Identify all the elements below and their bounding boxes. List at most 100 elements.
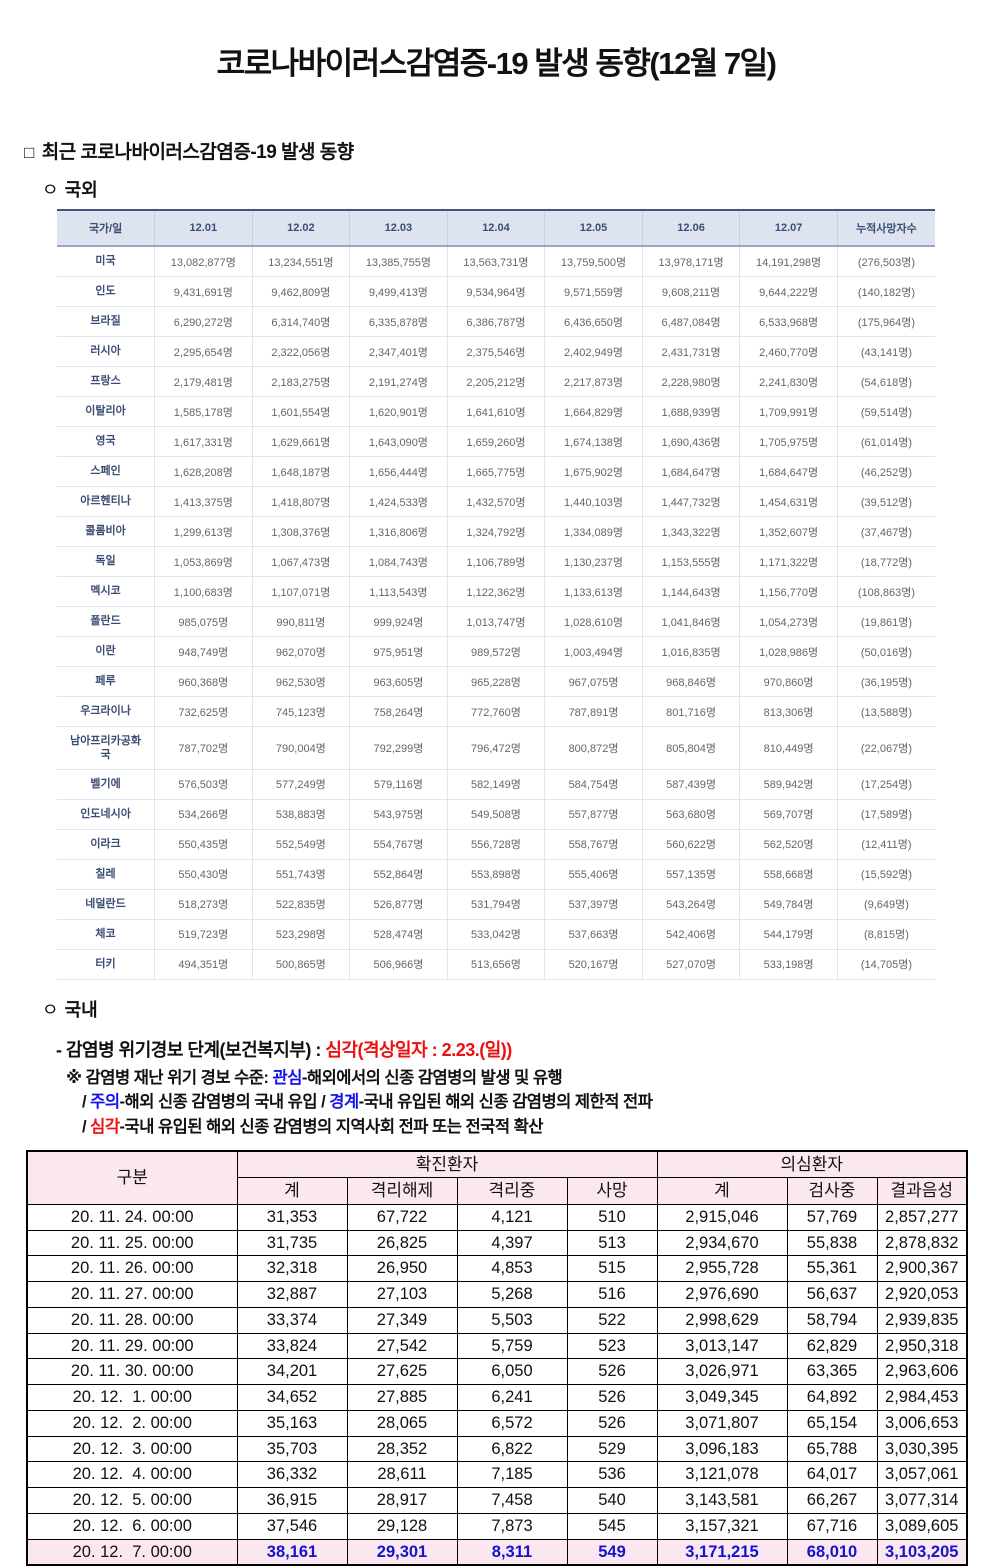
- country-row: 멕시코 1,100,683명 1,107,071명 1,113,543명 1,122,3…: [57, 576, 935, 607]
- domestic-table-body: 20. 11. 24. 00:00 31,353 67,722 4,121 510 2,9…: [26, 1203, 968, 1566]
- country-name-cell: 콜롬비아: [57, 516, 155, 547]
- country-value-cell: 528,474명: [349, 919, 448, 950]
- domestic-value-cell: 64,892: [786, 1384, 878, 1411]
- country-value-cell: 13,385,755명: [349, 246, 448, 277]
- country-value-cell: (17,254명): [836, 769, 935, 800]
- country-value-cell: 9,499,413명: [349, 276, 448, 307]
- country-value-cell: 962,070명: [251, 636, 350, 667]
- country-value-cell: 569,707명: [739, 799, 838, 830]
- crisis-note-segment: ※ 감염병 재난 위기 경보 수준:: [66, 1068, 273, 1087]
- country-value-cell: 999,924명: [349, 606, 448, 637]
- country-value-cell: 500,865명: [251, 949, 350, 980]
- country-value-cell: (36,195명): [836, 666, 935, 697]
- country-value-cell: 1,641,610명: [446, 396, 545, 427]
- country-value-cell: 563,680명: [641, 799, 740, 830]
- domestic-header-group-row: 구분 확진환자 의심환자: [26, 1150, 968, 1205]
- domestic-value-cell: 29,128: [346, 1512, 458, 1540]
- crisis-note-line: / 심각-국내 유입된 해외 신종 감염병의 지역사회 전파 또는 전국적 확산: [82, 1115, 992, 1140]
- country-value-cell: 13,978,171명: [641, 246, 740, 277]
- domestic-value-cell: 2,955,728: [656, 1255, 788, 1283]
- country-value-cell: 1,100,683명: [154, 576, 253, 607]
- country-value-cell: (22,067명): [836, 726, 935, 770]
- country-value-cell: 519,723명: [154, 919, 253, 950]
- country-value-cell: 1,028,986명: [739, 636, 838, 667]
- domestic-value-cell: 3,096,183: [656, 1435, 788, 1463]
- domestic-data-row: 20. 11. 27. 00:00 32,887 27,103 5,268 516 2,9…: [26, 1281, 968, 1308]
- domestic-data-row: 20. 12. 7. 00:00 38,161 29,301 8,311 549 3,17…: [26, 1538, 968, 1566]
- country-value-cell: 975,951명: [349, 636, 448, 667]
- country-row: 남아프리카공화 국 787,702명 790,004명 792,299명 796,472…: [57, 726, 935, 770]
- country-value-cell: 2,322,056명: [251, 336, 350, 367]
- crisis-note-segment: /: [82, 1118, 91, 1137]
- crisis-alert-line: - 감염병 위기경보 단계(보건복지부) : 심각(격상일자 : 2.23.(일…: [56, 1036, 992, 1062]
- domestic-value-cell: 55,361: [786, 1255, 878, 1283]
- domestic-value-cell: 6,822: [456, 1435, 568, 1463]
- section-heading: □ 최근 코로나바이러스감염증-19 발생 동향: [24, 137, 992, 164]
- country-value-cell: 1,709,991명: [739, 396, 838, 427]
- country-value-cell: (175,964명): [836, 306, 935, 337]
- country-value-cell: 549,508명: [446, 799, 545, 830]
- country-value-cell: 965,228명: [446, 666, 545, 697]
- domestic-value-cell: 3,143,581: [656, 1487, 788, 1514]
- country-value-cell: 790,004명: [251, 726, 350, 770]
- domestic-value-cell: 3,171,215: [656, 1538, 788, 1566]
- domestic-date-cell: 20. 11. 29. 00:00: [26, 1332, 238, 1360]
- domestic-value-cell: 3,157,321: [656, 1512, 788, 1540]
- domestic-value-cell: 6,572: [456, 1409, 568, 1437]
- domestic-value-cell: 3,121,078: [656, 1461, 788, 1489]
- domestic-value-cell: 27,103: [346, 1281, 458, 1308]
- domestic-header-confirmed: 확진환자: [236, 1150, 658, 1179]
- domestic-date-cell: 20. 12. 2. 00:00: [26, 1409, 238, 1437]
- crisis-note-segment: 심각: [90, 1118, 120, 1137]
- country-value-cell: 1,628,208명: [154, 456, 253, 487]
- country-value-cell: 787,702명: [154, 726, 253, 770]
- country-value-cell: 1,664,829명: [544, 396, 643, 427]
- section-heading-label: 최근 코로나바이러스감염증-19 발생 동향: [41, 142, 354, 163]
- country-value-cell: 562,520명: [739, 829, 838, 860]
- country-value-cell: 1,107,071명: [251, 576, 350, 607]
- domestic-value-cell: 36,332: [236, 1461, 348, 1489]
- overseas-heading: ㅇ 국외: [42, 176, 992, 202]
- domestic-header-sub-row: 계 격리해제 격리중 사망 계 검사중 결과음성: [27, 1177, 968, 1205]
- country-row: 영국 1,617,331명 1,629,661명 1,643,090명 1,659,26…: [57, 426, 935, 457]
- domestic-value-cell: 32,887: [236, 1281, 348, 1308]
- country-value-cell: 553,898명: [446, 859, 545, 890]
- domestic-value-cell: 62,829: [786, 1332, 878, 1360]
- country-name-cell: 남아프리카공화 국: [57, 726, 155, 770]
- country-row: 인도 9,431,691명 9,462,809명 9,499,413명 9,534,96…: [57, 276, 935, 307]
- crisis-note-segment: 경계: [329, 1093, 359, 1112]
- country-value-cell: 534,266명: [154, 799, 253, 830]
- domestic-subcolumn-header: 검사중: [786, 1177, 878, 1205]
- country-value-cell: 1,656,444명: [349, 456, 448, 487]
- domestic-value-cell: 7,185: [456, 1461, 568, 1489]
- country-value-cell: 533,198명: [739, 949, 838, 980]
- country-value-cell: (14,705명): [836, 949, 935, 980]
- country-value-cell: 579,116명: [349, 769, 448, 800]
- country-value-cell: (39,512명): [836, 486, 935, 517]
- domestic-value-cell: 67,722: [346, 1203, 458, 1231]
- country-value-cell: 1,016,835명: [641, 636, 740, 667]
- domestic-value-cell: 7,873: [456, 1512, 568, 1540]
- domestic-date-cell: 20. 12. 4. 00:00: [26, 1461, 238, 1489]
- country-value-cell: 2,228,980명: [641, 366, 740, 397]
- country-value-cell: 1,041,846명: [641, 606, 740, 637]
- country-name-cell: 이란: [57, 636, 155, 667]
- domestic-value-cell: 28,065: [346, 1409, 458, 1437]
- domestic-subcolumn-header: 격리해제: [346, 1177, 458, 1205]
- overseas-column-header: 12.02: [251, 210, 350, 247]
- overseas-column-header: 12.03: [349, 210, 448, 247]
- domestic-value-cell: 66,267: [786, 1487, 878, 1514]
- domestic-value-cell: 526: [566, 1358, 658, 1386]
- country-row: 네덜란드 518,273명 522,835명 526,877명 531,794명 537,…: [57, 889, 935, 920]
- domestic-value-cell: 3,077,314: [876, 1487, 968, 1514]
- domestic-value-cell: 2,900,367: [876, 1255, 968, 1283]
- country-value-cell: 1,106,789명: [446, 546, 545, 577]
- country-value-cell: 538,883명: [251, 799, 350, 830]
- domestic-date-cell: 20. 12. 7. 00:00: [26, 1538, 238, 1566]
- overseas-column-header: 국가/일: [57, 210, 155, 247]
- domestic-value-cell: 37,546: [236, 1512, 348, 1540]
- domestic-value-cell: 2,920,053: [876, 1281, 968, 1308]
- domestic-date-cell: 20. 11. 25. 00:00: [26, 1229, 238, 1257]
- domestic-data-row: 20. 11. 24. 00:00 31,353 67,722 4,121 510 2,9…: [26, 1203, 968, 1231]
- country-name-cell: 폴란드: [57, 606, 155, 637]
